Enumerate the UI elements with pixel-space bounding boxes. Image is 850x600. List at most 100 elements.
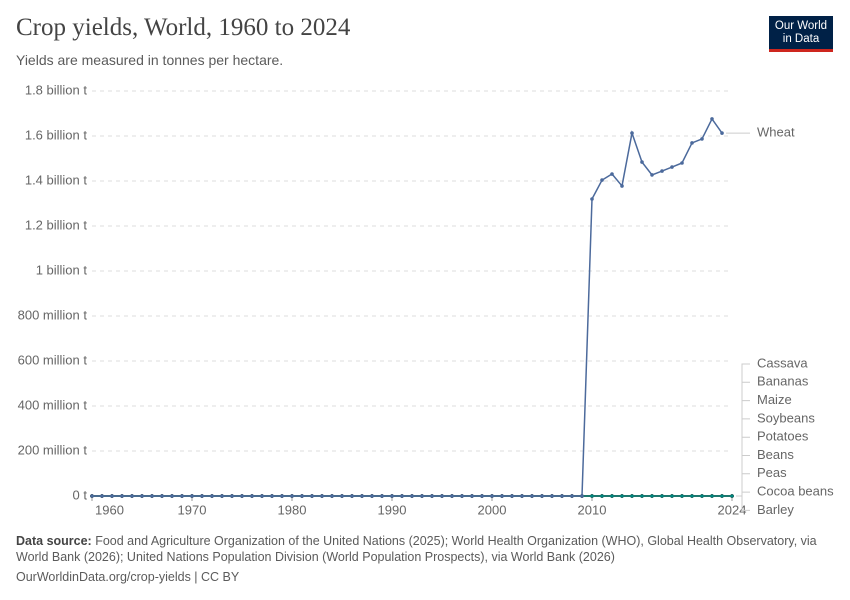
- data-point: [160, 494, 164, 498]
- data-point: [490, 494, 494, 498]
- data-point: [460, 494, 464, 498]
- label-connector: [736, 418, 750, 497]
- data-point: [230, 494, 234, 498]
- data-point: [650, 494, 654, 498]
- chart-subtitle: Yields are measured in tonnes per hectar…: [16, 52, 284, 68]
- data-point: [200, 494, 204, 498]
- data-point: [500, 494, 504, 498]
- x-tick-label: 1970: [178, 502, 207, 517]
- data-point: [600, 178, 604, 182]
- data-point: [120, 494, 124, 498]
- label-connector: [736, 455, 750, 497]
- data-point: [630, 494, 634, 498]
- legend-label: Cocoa beans: [757, 484, 834, 499]
- x-tick-label: 2000: [478, 502, 507, 517]
- x-tick-label: 1990: [378, 502, 407, 517]
- y-tick-label: 400 million t: [18, 397, 88, 412]
- data-point: [340, 494, 344, 498]
- data-point: [170, 494, 174, 498]
- data-point: [650, 173, 654, 177]
- data-point: [550, 494, 554, 498]
- data-point: [710, 117, 714, 121]
- data-point: [440, 494, 444, 498]
- label-connector: [736, 473, 750, 497]
- data-point: [190, 494, 194, 498]
- data-point: [660, 169, 664, 173]
- data-point: [720, 131, 724, 135]
- data-point: [290, 494, 294, 498]
- legend-label: Wheat: [757, 125, 795, 140]
- data-point: [570, 494, 574, 498]
- data-point: [520, 494, 524, 498]
- data-point: [610, 172, 614, 176]
- data-point: [560, 494, 564, 498]
- data-point: [430, 494, 434, 498]
- data-point: [140, 494, 144, 498]
- footer: OurWorldinData.org/crop-yields | CC BY: [16, 570, 240, 584]
- data-point: [90, 494, 94, 498]
- data-point: [710, 494, 714, 498]
- label-connector: [736, 491, 750, 497]
- legend-label: Peas: [757, 465, 787, 480]
- data-point: [350, 494, 354, 498]
- legend-label: Cassava: [757, 355, 808, 370]
- legend-label: Barley: [757, 502, 794, 517]
- data-point: [690, 141, 694, 145]
- data-point: [620, 184, 624, 188]
- data-point: [150, 494, 154, 498]
- y-tick-label: 1.8 billion t: [25, 82, 88, 97]
- data-point: [590, 494, 594, 498]
- series-line: [92, 117, 723, 497]
- data-point: [620, 494, 624, 498]
- y-tick-label: 200 million t: [18, 442, 88, 457]
- y-tick-label: 1.4 billion t: [25, 172, 88, 187]
- y-tick-label: 800 million t: [18, 307, 88, 322]
- data-point: [480, 494, 484, 498]
- data-point: [610, 494, 614, 498]
- y-tick-label: 600 million t: [18, 352, 88, 367]
- label-connector: [736, 363, 750, 497]
- data-point: [380, 494, 384, 498]
- data-point: [720, 494, 724, 498]
- data-point: [210, 494, 214, 498]
- data-point: [180, 494, 184, 498]
- source-label: Data source:: [16, 534, 92, 548]
- y-tick-label: 1.2 billion t: [25, 217, 88, 232]
- label-connector: [736, 436, 750, 497]
- logo[interactable]: Our World in Data: [769, 16, 833, 52]
- y-tick-label: 1 billion t: [36, 262, 88, 277]
- data-point: [680, 161, 684, 165]
- x-tick-label: 1980: [278, 502, 307, 517]
- y-tick-label: 1.6 billion t: [25, 127, 88, 142]
- data-point: [110, 494, 114, 498]
- data-point: [300, 494, 304, 498]
- data-point: [510, 494, 514, 498]
- x-tick-label: 2010: [578, 502, 607, 517]
- data-point: [130, 494, 134, 498]
- data-point: [280, 494, 284, 498]
- data-point: [540, 494, 544, 498]
- label-connector: [736, 400, 750, 497]
- legend-label: Maize: [757, 392, 792, 407]
- data-point: [470, 494, 474, 498]
- legend-label: Bananas: [757, 374, 809, 389]
- data-point: [730, 494, 734, 498]
- legend-label: Potatoes: [757, 429, 809, 444]
- x-tick-label: 1960: [95, 502, 124, 517]
- y-tick-label: 0 t: [73, 487, 88, 502]
- x-tick-label: 2024: [718, 502, 747, 517]
- source-text: Food and Agriculture Organization of the…: [16, 534, 817, 564]
- data-point: [590, 197, 594, 201]
- data-point: [100, 494, 104, 498]
- data-point: [670, 165, 674, 169]
- label-connector: [736, 495, 750, 511]
- legend-label: Soybeans: [757, 410, 815, 425]
- data-point: [700, 137, 704, 141]
- data-point: [450, 494, 454, 498]
- data-point: [310, 494, 314, 498]
- source-note: Data source: Food and Agriculture Organi…: [16, 533, 831, 565]
- data-point: [320, 494, 324, 498]
- data-point: [420, 494, 424, 498]
- data-point: [220, 494, 224, 498]
